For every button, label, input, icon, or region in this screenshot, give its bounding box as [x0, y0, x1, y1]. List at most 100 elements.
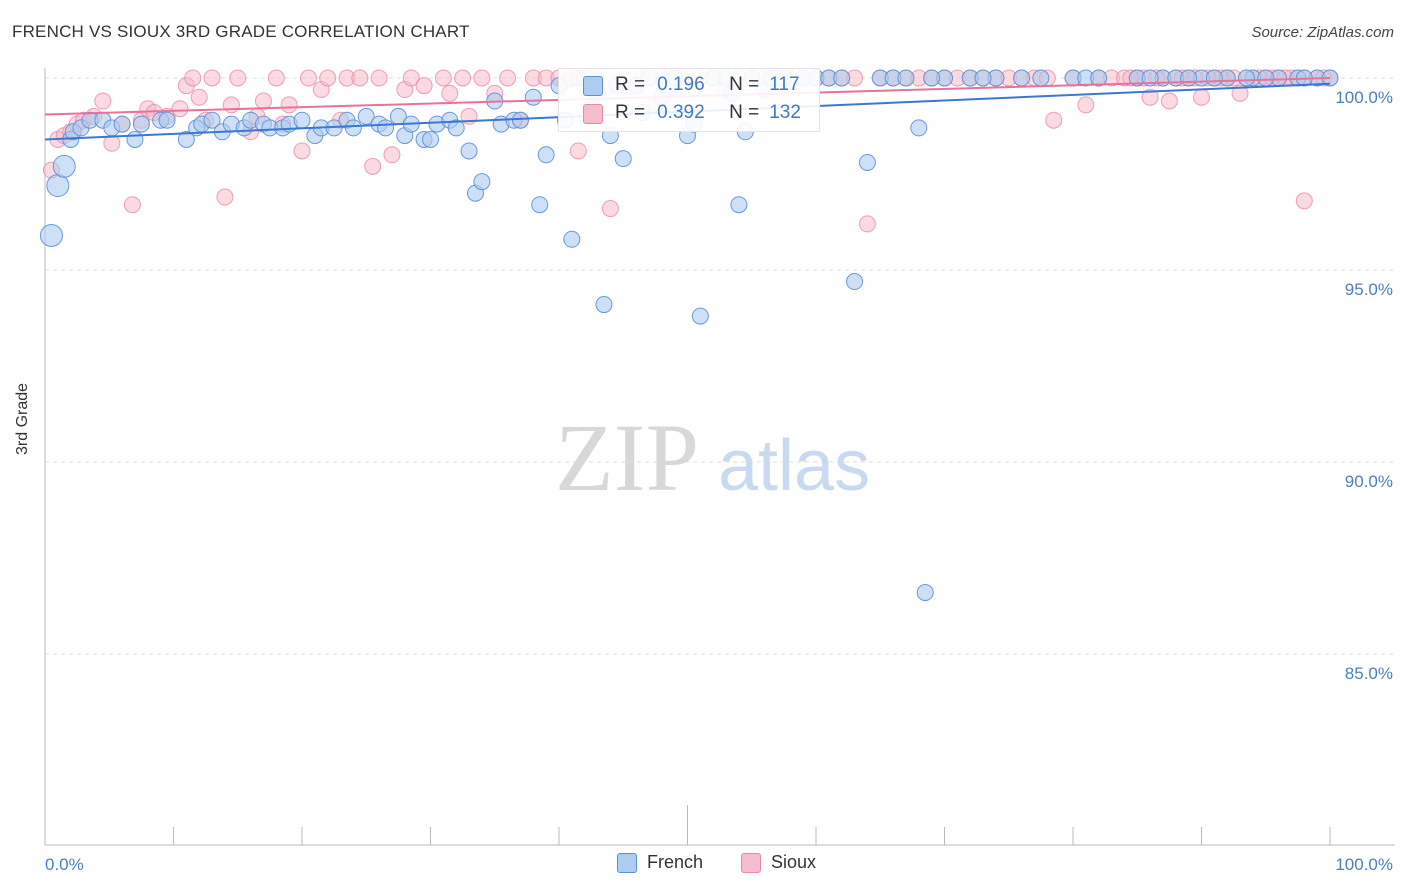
stats-row-french: R = 0.196 N = 117: [583, 74, 800, 96]
n-label: N =: [729, 102, 760, 123]
sioux-r-value: 0.392: [657, 102, 705, 123]
legend-label-french: French: [647, 852, 704, 872]
sioux-point: [1141, 88, 1159, 106]
x-tick-label-min: 0.0%: [45, 855, 84, 874]
watermark-atlas: atlas: [718, 426, 870, 506]
sioux-point: [441, 84, 459, 102]
sioux-point: [434, 69, 452, 87]
french-point: [1237, 69, 1255, 87]
sioux-point: [383, 146, 401, 164]
sioux-point: [454, 69, 472, 87]
y-tick-label: 100.0%: [1335, 88, 1393, 107]
french-point: [158, 111, 176, 129]
french-point: [177, 130, 195, 148]
grid-lines: [45, 77, 1395, 655]
french-point: [357, 107, 375, 125]
axes: [44, 68, 1395, 846]
french-point: [833, 69, 851, 87]
x-tick-label-max: 100.0%: [1335, 855, 1393, 874]
sioux-point: [1193, 88, 1210, 106]
french-point: [447, 119, 465, 137]
french-point: [1180, 69, 1198, 87]
french-point: [511, 111, 529, 129]
series-french: [39, 69, 1339, 602]
n-label: N =: [729, 74, 760, 95]
french-r-value: 0.196: [657, 74, 705, 95]
french-point: [1205, 69, 1223, 87]
stats-box: R = 0.196 N = 117 R = 0.392 N = 132: [558, 68, 820, 132]
sioux-point: [1231, 84, 1249, 102]
french-point: [460, 142, 478, 160]
french-point: [1257, 69, 1275, 87]
french-point: [126, 130, 144, 148]
french-point: [910, 119, 928, 137]
y-tick-labels: 100.0% 95.0% 90.0% 85.0%: [1335, 88, 1393, 683]
french-point: [132, 115, 150, 133]
sioux-point: [216, 188, 234, 206]
french-point: [897, 69, 915, 87]
source-label: Source: ZipAtlas.com: [1251, 24, 1394, 41]
french-point: [614, 150, 632, 168]
french-point: [39, 223, 63, 247]
sioux-point: [415, 77, 433, 95]
sioux-point: [267, 69, 285, 87]
french-point: [846, 273, 864, 291]
r-label: R =: [615, 102, 646, 123]
watermark-zip: ZIP: [555, 404, 699, 511]
french-point: [1032, 69, 1050, 87]
sioux-point: [203, 69, 221, 87]
sioux-point: [293, 142, 311, 160]
french-point: [691, 307, 709, 325]
sioux-point: [123, 196, 141, 214]
sioux-point: [1160, 92, 1178, 110]
sioux-point: [370, 69, 388, 87]
french-n-value: 117: [769, 74, 800, 95]
sioux-legend-swatch: [741, 852, 761, 873]
sioux-point: [1045, 111, 1063, 129]
legend-label-sioux: Sioux: [771, 852, 817, 872]
french-point: [473, 173, 491, 191]
french-point: [46, 174, 70, 198]
sioux-point: [364, 157, 382, 175]
sioux-point: [319, 69, 337, 87]
sioux-point: [184, 69, 202, 87]
french-swatch: [583, 76, 603, 96]
sioux-point: [280, 96, 298, 114]
french-point: [595, 296, 613, 314]
french-point: [923, 69, 941, 87]
sioux-point: [94, 92, 112, 110]
sioux-point: [299, 69, 317, 87]
sioux-point: [1295, 192, 1313, 210]
y-tick-label: 95.0%: [1345, 280, 1393, 299]
french-point: [974, 69, 992, 87]
sioux-point: [229, 69, 247, 87]
stats-row-sioux: R = 0.392 N = 132: [583, 102, 801, 124]
sioux-point: [351, 69, 369, 87]
sioux-point: [254, 92, 272, 110]
sioux-point: [222, 96, 240, 114]
french-point: [293, 111, 311, 129]
french-point: [52, 154, 76, 178]
sioux-point: [1077, 96, 1095, 114]
french-point: [1013, 69, 1031, 87]
french-point: [203, 111, 221, 129]
legend-item-french[interactable]: French: [617, 852, 703, 873]
y-tick-label: 90.0%: [1345, 472, 1393, 491]
sioux-point: [858, 215, 876, 233]
french-point: [563, 230, 581, 248]
sioux-n-value: 132: [769, 102, 801, 123]
sioux-swatch: [583, 104, 603, 124]
french-point: [113, 115, 131, 133]
french-point: [537, 146, 555, 164]
chart-title: FRENCH VS SIOUX 3RD GRADE CORRELATION CH…: [12, 22, 470, 41]
french-point: [916, 584, 934, 602]
french-legend-swatch: [617, 852, 637, 873]
watermark: ZIP atlas: [555, 404, 870, 511]
sioux-point: [569, 142, 587, 160]
french-point: [858, 153, 876, 171]
french-point: [422, 130, 439, 148]
legend-item-sioux[interactable]: Sioux: [741, 852, 816, 873]
french-point: [344, 119, 362, 137]
sioux-point: [499, 69, 517, 87]
